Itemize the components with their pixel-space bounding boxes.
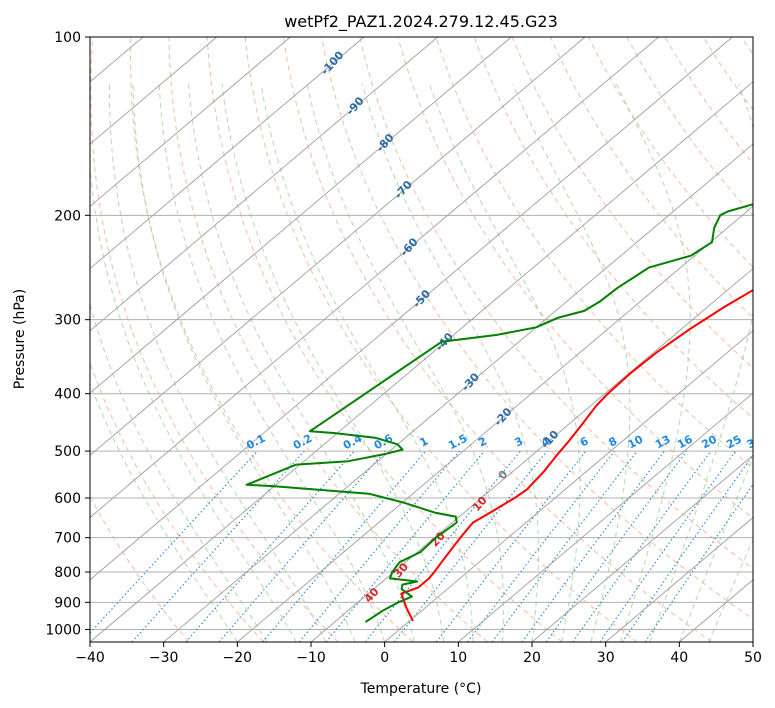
y-tick-label: 500 [54,444,81,460]
moist-adiabat-line [428,83,581,642]
temperature-profile-line [400,288,753,622]
mixing-ratio-line [599,450,737,642]
y-tick-label: 100 [54,30,81,46]
mixing-ratio-line [364,450,521,642]
dry-adiabats [90,37,753,642]
x-tick-label: 0 [380,650,389,666]
mixing-ratio-line [572,450,712,642]
x-tick-label: 10 [449,650,467,666]
mixing-ratio-line [545,450,688,642]
dry-adiabat-line [550,37,753,319]
y-tick-label: 900 [54,595,81,611]
profile-series [245,203,753,623]
dry-adiabat-line [511,37,753,369]
y-tick-label: 200 [54,208,81,224]
y-tick-label: 1000 [45,622,81,638]
x-tick-label: −10 [296,650,326,666]
isotherm-line [90,37,217,145]
moist-adiabat-line [109,83,327,642]
mixing-ratio-label: 20 [699,433,719,452]
isotherm-line [605,516,753,642]
isotherm-line [90,37,291,207]
mixing-ratio-label: 13 [653,433,673,452]
dry-adiabat-line [397,37,753,519]
x-tick-label: −40 [75,650,105,666]
dry-adiabat-line [90,361,264,642]
x-tick-label: −30 [149,650,179,666]
mixing-ratio-line [491,450,638,642]
isotherm-line [90,37,365,270]
isotherm-line [531,454,753,642]
isotherm-line [90,37,586,456]
y-tick-label: 700 [54,531,81,547]
moist-adiabat-line [260,83,474,642]
isotherm-line [458,392,753,642]
moist-adiabat-line [306,83,504,642]
y-tick-label: 800 [54,565,81,581]
mixing-ratio-line [521,450,665,642]
y-tick-label: 400 [54,387,81,403]
dewpoint-profile-line [245,203,753,623]
mixing-ratio-line [185,450,355,642]
x-axis: −40 −30 −20 −10 0 10 20 30 40 50 [75,642,762,666]
dry-adiabat-line [90,37,339,642]
mixing-ratio-line [131,450,305,642]
mixing-ratio-line [621,454,753,642]
mixing-ratio-line [325,450,485,642]
isotherm-line [163,143,753,642]
x-tick-label: 50 [744,650,762,666]
isotherm-line [90,81,753,642]
y-tick-label: 600 [54,491,81,507]
moist-adiabat-line [90,161,297,642]
isotherm-line [237,205,753,642]
mixing-ratio-label: 25 [724,433,744,452]
x-tick-label: 40 [670,650,688,666]
moist-adiabat-line [361,83,539,642]
isotherm-line [90,37,733,581]
moist-adiabat-line [158,83,386,642]
y-tick-label: 300 [54,313,81,329]
dry-adiabat-line [473,37,753,419]
mixing-ratio-line [644,483,753,642]
mixing-ratio-label: 30 [745,433,765,452]
dry-adiabat-line [168,37,488,642]
dry-adiabat-line [206,37,563,642]
mixing-ratio-line [393,450,548,642]
moist-adiabat-line [678,455,753,642]
mixing-ratio-lines [90,450,753,642]
y-axis: 100 200 300 400 500 600 700 800 900 1000 [45,30,90,638]
x-tick-label: 30 [597,650,615,666]
moist-adiabats [90,83,753,642]
isotherm-line [310,267,753,642]
mixing-ratio-line [467,450,615,642]
isotherm-line [384,330,753,642]
dry-adiabat-line [359,37,753,570]
isotherms [90,37,753,642]
plot-frame [89,36,754,643]
isotherm-line [90,37,438,332]
pressure-gridlines [90,37,753,630]
moist-adiabat-line [90,381,238,642]
mixing-ratio-line [298,450,460,642]
x-tick-label: −20 [223,650,253,666]
isotherm-line [90,37,659,519]
moist-adiabat-line [615,83,691,642]
isotherm-line [90,37,512,394]
mixing-ratio-line [90,450,258,634]
moist-adiabat-line [132,83,356,642]
dry-adiabat-line [244,37,638,642]
x-tick-label: 20 [523,650,541,666]
x-axis-label: Temperature (°C) [360,681,482,697]
y-axis-label: Pressure (hPa) [12,289,28,389]
moist-adiabat-line [512,83,631,642]
mixing-ratio-label: 10 [626,433,646,452]
dry-adiabat-line [321,37,753,620]
chart-title: wetPf2_PAZ1.2024.279.12.45.G23 [284,12,558,32]
moist-adiabat-line [90,302,268,642]
mixing-ratio-label: 16 [675,433,695,452]
